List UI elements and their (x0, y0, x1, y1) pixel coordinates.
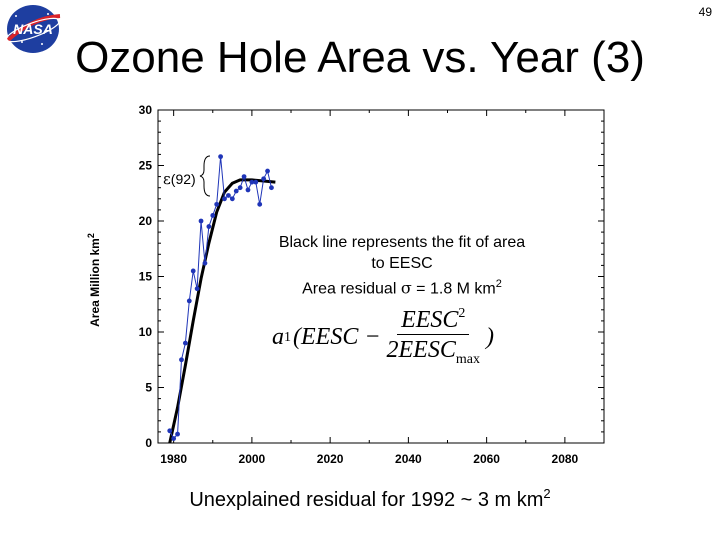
nasa-logo-text: NASA (13, 21, 53, 37)
data-point-1981 (175, 431, 180, 437)
x-tick-label-2000: 2000 (239, 452, 266, 466)
x-tick-label-2060: 2060 (473, 452, 500, 466)
y-tick-label-30: 30 (139, 103, 153, 117)
data-point-1996 (233, 188, 239, 194)
data-point-2001 (253, 179, 259, 185)
epsilon-symbol: ε (163, 170, 171, 188)
data-point-1987 (198, 218, 204, 224)
annotation-line-3: Area residual σ = 1.8 M km2 (302, 278, 502, 298)
data-point-2005 (269, 185, 274, 191)
data-point-2002 (257, 201, 263, 207)
data-point-1979 (167, 428, 173, 434)
x-tick-label-2040: 2040 (395, 452, 422, 466)
y-axis-label: Area Million km2 (86, 233, 102, 327)
data-point-1991 (214, 201, 220, 207)
fit-annotation: Black line represents the fit of area to… (232, 232, 572, 299)
y-tick-label-0: 0 (145, 436, 152, 450)
nasa-logo: NASA (5, 5, 61, 53)
x-tick-label-1980: 1980 (160, 452, 187, 466)
data-point-2004 (265, 168, 270, 174)
data-point-1993 (222, 196, 227, 202)
data-point-2003 (261, 176, 267, 182)
data-point-1990 (210, 213, 216, 218)
y-tick-label-15: 15 (139, 270, 153, 284)
epsilon-label: (92) (170, 171, 196, 187)
data-point-1994 (226, 193, 231, 198)
formula-fraction: EESC2 2EESCmax (383, 300, 484, 375)
x-tick-label-2020: 2020 (317, 452, 344, 466)
data-point-1997 (237, 185, 243, 191)
data-point-1985 (190, 268, 196, 274)
x-tick-label-2080: 2080 (552, 452, 579, 466)
epsilon-annotation: ε(92) (163, 170, 196, 188)
data-point-1998 (241, 174, 247, 179)
data-point-1982 (179, 357, 184, 363)
data-point-1995 (229, 196, 235, 202)
fit-line (168, 178, 276, 444)
residual-caption: Unexplained residual for 1992 ~ 3 m km2 (189, 486, 551, 511)
y-tick-label-5: 5 (145, 381, 152, 395)
data-point-1984 (186, 298, 192, 304)
annotation-line-2: to EESC (371, 255, 433, 272)
slide-number: 49 (698, 5, 712, 19)
epsilon-brace (199, 155, 211, 197)
data-point-1988 (202, 260, 208, 266)
data-point-1980 (171, 436, 177, 441)
y-tick-label-25: 25 (139, 159, 153, 173)
sigma-symbol: σ (400, 278, 412, 298)
data-point-1999 (245, 187, 251, 193)
y-tick-label-20: 20 (139, 214, 153, 228)
data-point-1983 (182, 340, 188, 346)
data-point-1986 (194, 286, 200, 292)
data-point-1989 (206, 224, 212, 229)
slide-title: Ozone Hole Area vs. Year (3) (75, 33, 645, 82)
y-tick-label-10: 10 (139, 325, 153, 339)
annotation-line-1: Black line represents the fit of area (278, 234, 526, 251)
ozone-area-chart: 1980 2000 2020 2040 2060 2080 0 5 10 15 20 25 30 (139, 103, 605, 466)
data-point-1992 (218, 154, 223, 160)
data-point-2000 (249, 179, 255, 185)
